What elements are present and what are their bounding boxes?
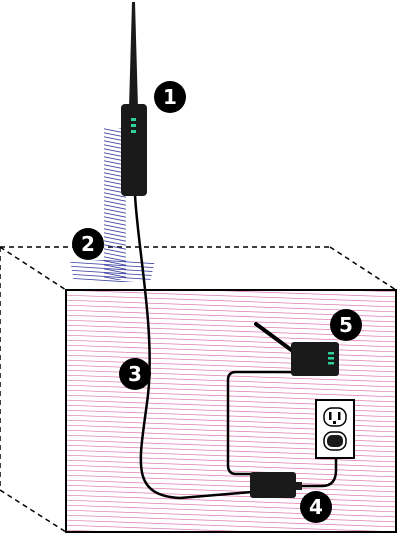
router-icon (254, 322, 339, 376)
usb-cable (133, 194, 253, 500)
router-led (328, 362, 334, 365)
status-led (131, 124, 136, 127)
callout-3: 3 (119, 358, 151, 390)
router-to-adapter-cable (226, 370, 298, 476)
callout-label: 4 (309, 495, 323, 519)
callout-label: 2 (81, 232, 95, 256)
power-adapter-icon (250, 472, 302, 498)
router-led (328, 357, 334, 360)
wall-outlet-icon (315, 399, 355, 459)
usb-antenna-icon (121, 2, 147, 196)
status-led (131, 130, 136, 133)
box-outline (0, 246, 397, 533)
callout-5: 5 (330, 309, 362, 341)
callout-label: 3 (128, 362, 142, 386)
status-led (131, 118, 136, 121)
adapter-to-outlet-cable (298, 440, 338, 488)
callout-label: 1 (163, 85, 177, 109)
callout-2: 2 (72, 228, 104, 260)
callout-4: 4 (300, 491, 332, 523)
router-led (328, 352, 334, 355)
callout-label: 5 (339, 313, 353, 337)
callout-1: 1 (154, 81, 186, 113)
